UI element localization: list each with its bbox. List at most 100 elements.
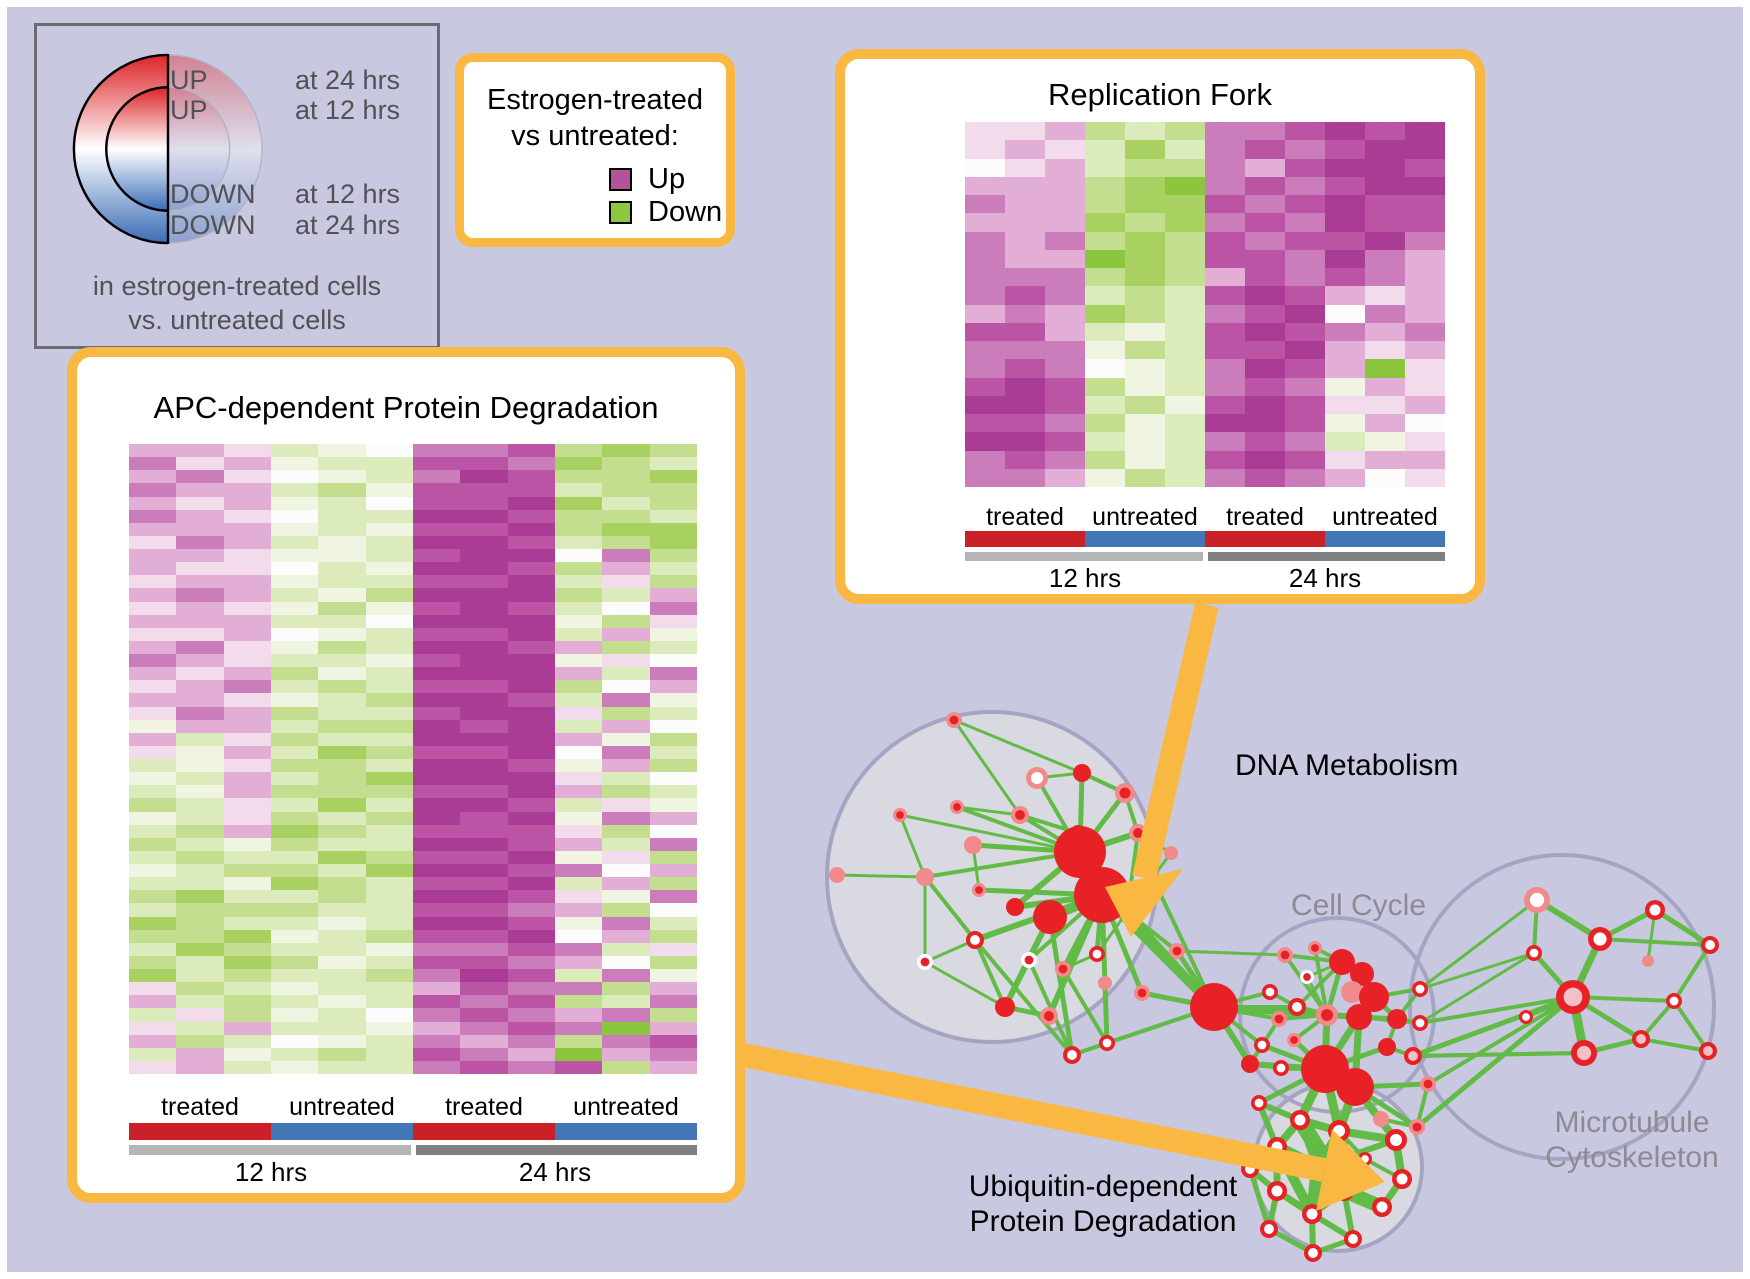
heatmap-cell [507, 680, 555, 694]
heatmap-cell [649, 969, 697, 983]
heatmap-cell [460, 680, 508, 694]
heatmap-cell [223, 995, 271, 1009]
network-node [1241, 1055, 1259, 1073]
heatmap-cell [649, 457, 697, 471]
heatmap-cell [223, 496, 271, 510]
heatmap-cell [1405, 468, 1445, 487]
heatmap-cell [365, 890, 413, 904]
sample-group-bar [129, 1123, 271, 1140]
heatmap-cell [602, 627, 650, 641]
heatmap-cell [1165, 176, 1205, 195]
heatmap-cell [365, 1060, 413, 1074]
heatmap-cell [270, 667, 319, 681]
heatmap-cell [318, 562, 366, 576]
heatmap-cell [965, 195, 1005, 214]
heatmap-cell [318, 864, 366, 878]
arrow-repfork-to-dna-head [1105, 869, 1183, 937]
heatmap-cell [460, 654, 508, 668]
heatmap-cell [507, 614, 555, 628]
heatmap-cell [270, 522, 319, 536]
heatmap-cell [507, 969, 555, 983]
down-label: Down [648, 196, 723, 228]
ring-time-up-24: at 24 hrs [295, 65, 401, 95]
heatmap-cell [223, 1034, 271, 1048]
heatmap-cell [1005, 195, 1045, 214]
heatmap-cell [1165, 341, 1205, 360]
network-edge [973, 938, 1074, 1057]
heatmap-cell [507, 601, 555, 615]
heatmap-cell [602, 759, 650, 773]
heatmap-cell [129, 942, 177, 956]
heatmap-cell [602, 798, 650, 812]
repfork-time-bars [965, 552, 1445, 561]
heatmap-cell [649, 929, 697, 943]
heatmap-cell [460, 732, 508, 746]
heatmap-cell [965, 268, 1005, 287]
heatmap-cell [223, 1008, 271, 1022]
heatmap-cell [649, 995, 697, 1009]
heatmap-cell [554, 627, 603, 641]
heatmap-cell [129, 614, 177, 628]
heatmap-cell [365, 680, 413, 694]
heatmap-cell [649, 470, 697, 484]
heatmap-cell [176, 1060, 224, 1074]
heatmap-cell [602, 982, 650, 996]
heatmap-cell [412, 535, 461, 549]
network-edge [1414, 994, 1576, 1130]
heatmap-cell [270, 693, 319, 707]
network-edge [952, 718, 1084, 775]
heatmap-cell [129, 693, 177, 707]
ring-time-down-24: at 24 hrs [295, 210, 401, 240]
heatmap-cell [1245, 268, 1285, 287]
heatmap-cell [554, 614, 603, 628]
heatmap-cell [1245, 249, 1285, 268]
heatmap-cell [270, 549, 319, 563]
heatmap-cell [460, 562, 508, 576]
heatmap-cell [318, 1060, 366, 1074]
heatmap-cell [460, 837, 508, 851]
heatmap-cell [176, 509, 224, 523]
heatmap-cell [318, 496, 366, 510]
heatmap-cell [318, 955, 366, 969]
heatmap-cell [1045, 395, 1085, 414]
heatmap-cell [270, 798, 319, 812]
heatmap-cell [412, 444, 461, 458]
heatmap-cell [507, 772, 555, 786]
heatmap-cell [270, 785, 319, 799]
heatmap-cell [554, 785, 603, 799]
sample-group-label: treated [161, 1093, 239, 1121]
heatmap-cell [1165, 213, 1205, 232]
heatmap-cell [365, 562, 413, 576]
heatmap-cell [602, 824, 650, 838]
ring-legend-box: UP at 24 hrs UP at 12 hrs DOWN at 12 hrs… [34, 23, 440, 349]
heatmap-cell [223, 877, 271, 891]
heatmap-cell [1325, 286, 1365, 305]
heatmap-cell [223, 811, 271, 825]
heatmap-cell [460, 509, 508, 523]
heatmap-cell [460, 549, 508, 563]
heatmap-cell [1085, 231, 1125, 250]
heatmap-cell [270, 654, 319, 668]
heatmap-cell [602, 1021, 650, 1035]
heatmap-cell [1125, 432, 1165, 451]
network-node [1387, 1009, 1407, 1029]
heatmap-cell [318, 759, 366, 773]
heatmap-cell [129, 588, 177, 602]
heatmap-cell [1125, 322, 1165, 341]
heatmap-cell [1005, 122, 1045, 141]
heatmap-cell [365, 916, 413, 930]
heatmap-cell [1245, 395, 1285, 414]
apc-heatmap [129, 444, 697, 1074]
heatmap-cell [223, 916, 271, 930]
heatmap-cell [602, 535, 650, 549]
heatmap-cell [129, 1021, 177, 1035]
heatmap-cell [129, 496, 177, 510]
heatmap-cell [554, 522, 603, 536]
heatmap-cell [318, 719, 366, 733]
heatmap-cell [223, 785, 271, 799]
network-node-core [1024, 955, 1034, 965]
network-node [1190, 983, 1238, 1031]
heatmap-cell [1405, 231, 1445, 250]
heatmap-cell [412, 509, 461, 523]
